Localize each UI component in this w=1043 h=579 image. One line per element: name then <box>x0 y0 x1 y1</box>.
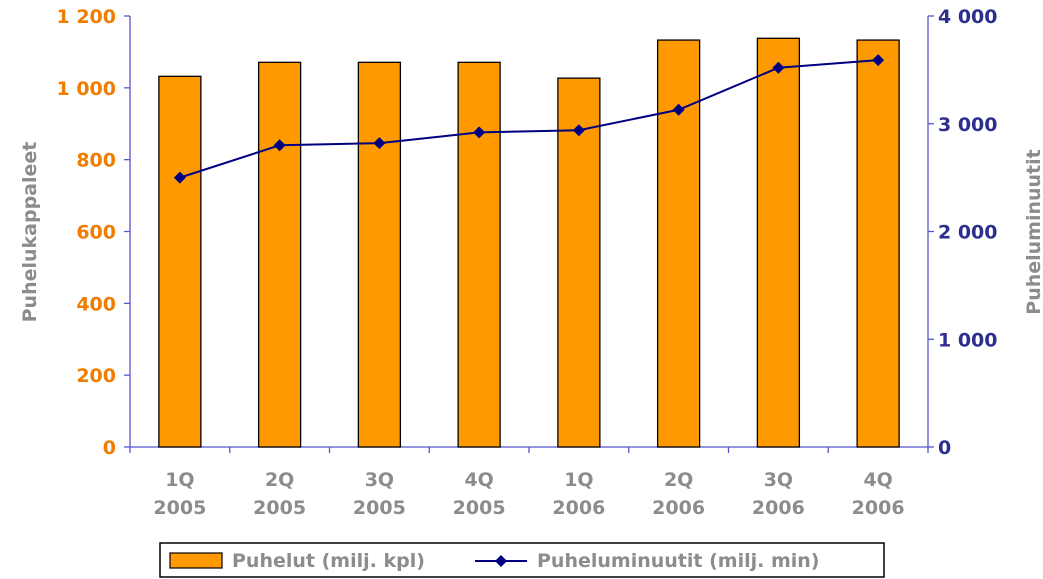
y-axis-left-title: Puhelukappaleet <box>19 142 41 323</box>
x-tick-label-line: 2Q <box>265 469 294 491</box>
line-path <box>179 59 879 179</box>
line-point-0 <box>173 171 186 184</box>
tick-labels: 0 200 400 600 800 1 000 1 200 0 1 000 2 000 3 000 4… <box>57 6 998 519</box>
x-tick-label-line: 3Q <box>764 469 793 491</box>
line-point-6 <box>772 61 785 74</box>
bar-5 <box>656 39 701 448</box>
x-tick-label-2: 3Q 2005 <box>353 469 406 519</box>
x-tick-label-line: 2Q <box>664 469 693 491</box>
x-tick-label-6: 3Q 2006 <box>752 469 805 519</box>
legend: Puhelut (milj. kpl) Puheluminuutit (milj… <box>159 542 885 578</box>
x-tick-label-4: 1Q 2006 <box>552 469 605 519</box>
y-left-tick-label-1: 200 <box>76 365 116 387</box>
y-right-tick-label-0: 0 <box>938 437 951 459</box>
legend-swatch-marker <box>495 555 507 567</box>
y-left-tick-label-3: 600 <box>76 222 116 244</box>
bar-2 <box>357 61 402 448</box>
y-left-tick-label-4: 800 <box>76 150 116 172</box>
y-left-tick-label-5: 1 000 <box>57 78 117 100</box>
x-tick-label-line: 3Q <box>365 469 394 491</box>
x-tick-label-line: 2006 <box>652 497 705 519</box>
bar-0 <box>158 75 202 448</box>
y-right-tick-label-2: 2 000 <box>938 222 998 244</box>
line-series <box>173 54 885 184</box>
line-point-4 <box>572 124 585 137</box>
y-left-tick-label-0: 0 <box>103 437 116 459</box>
legend-swatch-bars <box>169 552 223 569</box>
x-tick-label-line: 2006 <box>552 497 605 519</box>
line-point-3 <box>473 126 486 139</box>
x-tick-label-line: 2005 <box>453 497 506 519</box>
x-tick-label-line: 2005 <box>253 497 306 519</box>
x-tick-label-5: 2Q 2006 <box>652 469 705 519</box>
y-axis-right-title: Puheluminuutit <box>1023 149 1043 314</box>
bar-3 <box>457 61 501 448</box>
y-left-tick-label-2: 400 <box>76 293 116 315</box>
bar-7 <box>856 39 900 448</box>
x-tick-label-line: 4Q <box>863 469 892 491</box>
x-tick-label-line: 2006 <box>852 497 905 519</box>
y-left-tick-label-6: 1 200 <box>57 6 117 28</box>
y-right-tick-label-4: 4 000 <box>938 6 998 28</box>
bar-series <box>158 37 900 448</box>
bar-4 <box>557 77 601 448</box>
axes <box>124 15 934 453</box>
y-right-tick-label-3: 3 000 <box>938 114 998 136</box>
x-tick-label-1: 2Q 2005 <box>253 469 306 519</box>
legend-label-bars: Puhelut (milj. kpl) <box>232 550 425 572</box>
x-tick-label-0: 1Q 2005 <box>153 469 206 519</box>
line-point-2 <box>373 137 386 150</box>
x-tick-label-line: 2006 <box>752 497 805 519</box>
bar-6 <box>756 37 801 448</box>
x-tick-label-line: 2005 <box>153 497 206 519</box>
x-tick-label-7: 4Q 2006 <box>852 469 905 519</box>
y-right-tick-label-1: 1 000 <box>938 329 998 351</box>
x-tick-label-3: 4Q 2005 <box>453 469 506 519</box>
x-tick-label-line: 2005 <box>353 497 406 519</box>
line-point-5 <box>672 103 685 116</box>
legend-label-line: Puheluminuutit (milj. min) <box>537 550 819 572</box>
line-point-7 <box>872 54 885 67</box>
x-tick-label-line: 1Q <box>165 469 194 491</box>
x-tick-label-line: 1Q <box>564 469 593 491</box>
line-point-1 <box>273 139 286 152</box>
x-tick-label-line: 4Q <box>464 469 493 491</box>
bar-1 <box>257 61 302 448</box>
